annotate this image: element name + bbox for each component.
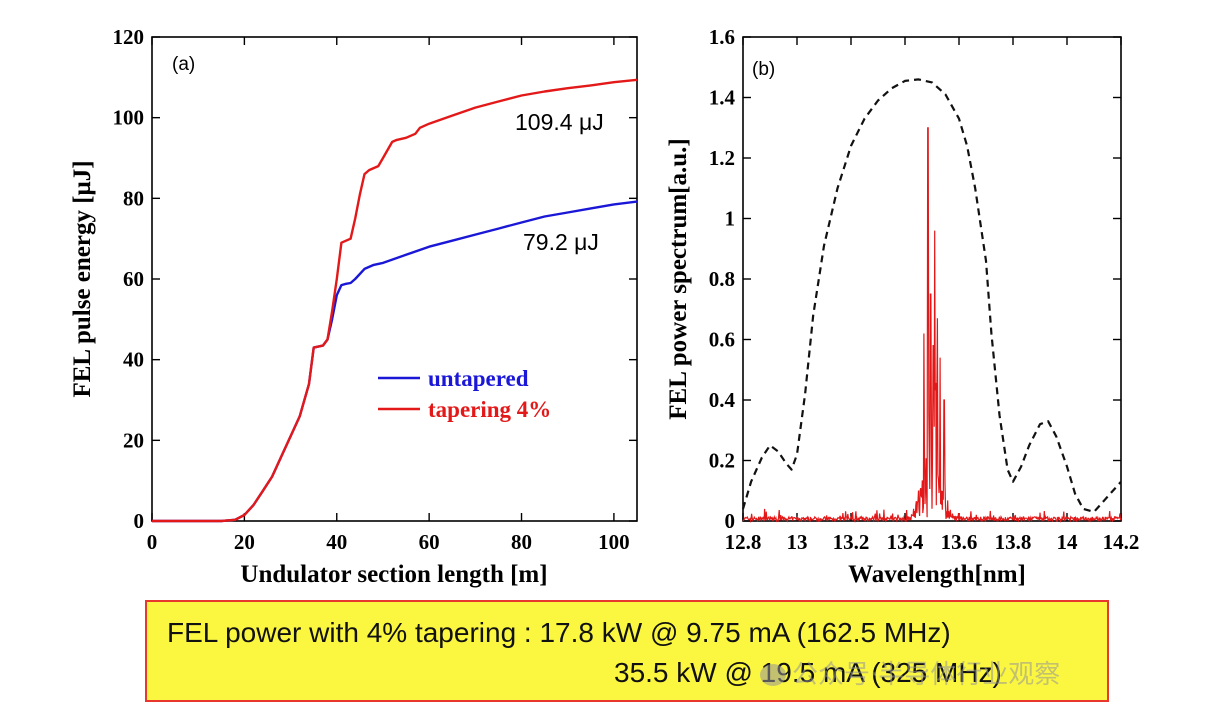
watermark-text: 公众号·半导体行业观察 [792,660,1061,690]
y-tick-label: 0.4 [709,388,736,412]
y-tick-label: 1.6 [709,25,735,49]
summary-line-2: 35.5 kW @ 19.5 mA (325 MHz) [614,657,1002,688]
panel-b-spectrum: 12.8 13 13.2 13.4 13.6 13.8 14 14.2 00.20.40.60… [665,25,1139,588]
panel-a-legend: untapered tapering 4% [378,366,551,422]
panel-a-y-axis-label: FEL pulse energy [μJ] [69,160,96,397]
x-tick-label: 60 [419,530,440,554]
y-tick-label: 80 [123,186,144,210]
y-tick-label: 20 [123,428,144,452]
x-tick-label: 14.2 [1103,530,1140,554]
series-line-tapering [152,78,638,523]
x-tick-label: 13 [787,530,808,554]
wechat-icon [760,664,786,686]
y-tick-label: 0 [134,509,145,533]
series-line-dashed-envelope [741,78,1122,513]
y-tick-label: 40 [123,348,144,372]
y-tick-label: 0.6 [709,328,735,352]
panel-a-x-ticks: 0 20 40 60 80 100 [147,37,630,554]
panel-b-y-ticks: 0 0.2 0.4 0.6 0.8 1 1.2 1.4 1.6 [709,25,1121,533]
summary-box: FEL power with 4% tapering : 17.8 kW @ 9… [145,600,1109,702]
y-tick-label: 60 [123,267,144,291]
x-tick-label: 0 [147,530,158,554]
x-tick-label: 12.8 [725,530,762,554]
x-tick-label: 13.8 [995,530,1032,554]
panel-b-x-axis-label: Wavelength[nm] [848,561,1026,588]
legend-label-tapering: tapering 4% [428,397,551,422]
x-tick-label: 14 [1057,530,1079,554]
y-tick-label: 0 [725,509,736,533]
y-tick-label: 0.2 [709,449,735,473]
legend-label-untapered: untapered [428,366,529,391]
series-line-fel-spectrum [742,127,1122,524]
y-tick-label: 1.2 [709,146,735,170]
y-tick-label: 0.8 [709,267,735,291]
x-tick-label: 100 [598,530,630,554]
x-tick-label: 40 [326,530,347,554]
panel-b-series [741,78,1122,524]
summary-line-1: FEL power with 4% tapering : 17.8 kW @ 9… [167,617,951,648]
panel-a-annotation-untapered: 79.2 μJ [523,229,599,255]
watermark: 公众号·半导体行业观察 [760,654,1060,691]
panel-a-energy-vs-length: 0 20 40 60 80 100 0 20 40 60 80 100 120 (a) 109.4 μ… [69,25,638,588]
x-tick-label: 20 [234,530,255,554]
panel-a-tag: (a) [172,54,195,75]
x-tick-label: 80 [511,530,532,554]
x-tick-label: 13.4 [887,530,924,554]
x-tick-label: 13.2 [833,530,870,554]
panel-b-x-ticks: 12.8 13 13.2 13.4 13.6 13.8 14 14.2 [725,37,1140,554]
y-tick-label: 1 [725,207,736,231]
panel-b-y-axis-label: FEL power spectrum[a.u.] [665,138,692,419]
y-tick-label: 1.4 [709,86,736,110]
panel-a-annotation-tapered: 109.4 μJ [515,109,604,135]
x-tick-label: 13.6 [941,530,978,554]
panel-a-x-axis-label: Undulator section length [m] [240,561,547,588]
y-tick-label: 120 [113,25,145,49]
panel-b-tag: (b) [752,59,775,80]
panel-a-y-ticks: 0 20 40 60 80 100 120 [113,25,637,533]
y-tick-label: 100 [113,106,145,130]
panel-a-series [152,78,638,523]
